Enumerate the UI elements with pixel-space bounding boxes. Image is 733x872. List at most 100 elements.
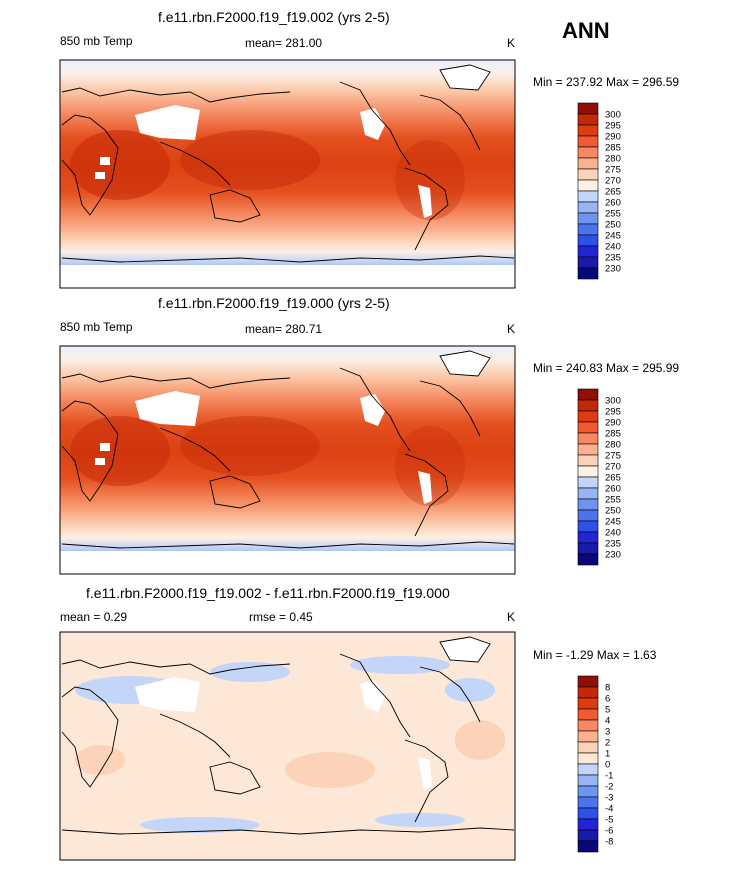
colorbar-1-tick-label: 240 <box>605 242 621 253</box>
map-panel-1 <box>60 60 515 288</box>
map-frame-1 <box>59 59 516 289</box>
colorbar-1-swatch <box>577 146 599 159</box>
colorbar-3-tick-label: 1 <box>605 749 610 760</box>
high-terrain-mask-andes-1 <box>418 185 432 218</box>
colorbar-1-swatch <box>577 256 599 269</box>
colorbar-1-swatch <box>577 234 599 247</box>
colorbar-1-tick-label: 280 <box>605 154 621 165</box>
high-terrain-mask-rockies-2 <box>360 394 385 426</box>
colorbar-2-tick-label: 275 <box>605 451 621 462</box>
colorbar-2-tick-label: 245 <box>605 517 621 528</box>
colorbar-3-tick-label: 2 <box>605 738 610 749</box>
colorbar-2-swatch <box>577 542 599 555</box>
colorbar-1-tick-label: 245 <box>605 231 621 242</box>
colorbar-1-tick-label: 230 <box>605 264 621 275</box>
colorbar-3-swatch <box>577 763 599 776</box>
colorbar-1-swatch <box>577 245 599 258</box>
coastlines-2 <box>61 350 515 549</box>
colorbar-2-tick-label: 290 <box>605 418 621 429</box>
colorbar-2-swatch <box>577 454 599 467</box>
greenland-mask-3 <box>440 637 490 662</box>
colorbar-1-swatch <box>577 113 599 126</box>
colorbar-3-tick-label: -8 <box>605 837 613 848</box>
colorbar-1-tick-label: 260 <box>605 198 621 209</box>
panel-1-title: f.e11.rbn.F2000.f19_f19.002 (yrs 2-5) <box>158 9 390 25</box>
colorbar-1-swatch <box>577 223 599 236</box>
colorbar-2-swatch <box>577 553 599 566</box>
colorbar-1-tick-label: 270 <box>605 176 621 187</box>
colorbar-1-swatch <box>577 157 599 170</box>
colorbar-2-tick-label: 300 <box>605 396 621 407</box>
panel-2-variable-label: 850 mb Temp <box>60 320 133 334</box>
colorbar-1-swatch <box>577 201 599 214</box>
colorbar-3-swatch <box>577 840 599 853</box>
colorbar-3-tick-label: -5 <box>605 815 613 826</box>
colorbar-1-tick-label: 290 <box>605 132 621 143</box>
colorbar-3-swatch <box>577 785 599 798</box>
colorbar-3-swatch <box>577 774 599 787</box>
high-terrain-mask-andes-3 <box>418 757 432 790</box>
colorbar-3-tick-label: 6 <box>605 694 610 705</box>
colorbar-2-tick-label: 270 <box>605 462 621 473</box>
colorbar-2-swatch <box>577 487 599 500</box>
colorbar-3-swatch <box>577 730 599 743</box>
map-frame-2 <box>59 345 516 575</box>
colorbar-1-swatch <box>577 168 599 181</box>
colorbar-2-swatch <box>577 388 599 401</box>
colorbar-2-swatch <box>577 509 599 522</box>
map-panel-2 <box>60 346 515 574</box>
colorbar-2-tick-label: 260 <box>605 484 621 495</box>
colorbar-2-tick-label: 285 <box>605 429 621 440</box>
high-terrain-mask-andes-2 <box>418 471 432 504</box>
colorbar-3-swatch <box>577 752 599 765</box>
season-label: ANN <box>562 18 610 43</box>
colorbar-1-swatch <box>577 124 599 137</box>
colorbar-1-swatch <box>577 102 599 115</box>
colorbar-2-swatch <box>577 443 599 456</box>
colorbar-3-tick-label: 3 <box>605 727 610 738</box>
colorbar-2-tick-label: 230 <box>605 550 621 561</box>
colorbar-2-swatch <box>577 410 599 423</box>
colorbar-2-swatch <box>577 432 599 445</box>
panel-2-minmax: Min = 240.83 Max = 295.99 <box>533 361 680 375</box>
panel-1-variable-label: 850 mb Temp <box>60 34 133 48</box>
panel-3-mean-label: mean = 0.29 <box>60 610 128 624</box>
colorbar-2-tick-label: 255 <box>605 495 621 506</box>
colorbar-3-tick-label: 5 <box>605 705 610 716</box>
map-frame-3 <box>59 631 516 861</box>
colorbar-3-swatch <box>577 697 599 710</box>
colorbar-2-swatch <box>577 399 599 412</box>
panel-2-units: K <box>507 322 516 336</box>
greenland-mask-2 <box>440 351 490 376</box>
colorbar-3-tick-label: -4 <box>605 804 613 815</box>
colorbar-3-swatch <box>577 686 599 699</box>
colorbar-1-tick-label: 300 <box>605 110 621 121</box>
colorbar-1-swatch <box>577 135 599 148</box>
colorbar-2-swatch <box>577 465 599 478</box>
colorbar-2-tick-label: 250 <box>605 506 621 517</box>
colorbar-1-tick-label: 265 <box>605 187 621 198</box>
panel-3-title: f.e11.rbn.F2000.f19_f19.002 - f.e11.rbn.… <box>86 585 450 601</box>
colorbar-3-swatch <box>577 675 599 688</box>
high-terrain-mask-rockies-1 <box>360 108 385 140</box>
colorbar-3-swatch <box>577 796 599 809</box>
panel-1-mean-label: mean= 281.00 <box>245 36 323 50</box>
panel-2-mean-label: mean= 280.71 <box>245 322 323 336</box>
colorbar-2-tick-label: 280 <box>605 440 621 451</box>
high-terrain-mask-tibet-2 <box>135 391 200 426</box>
high-terrain-mask-tibet-3 <box>135 677 200 712</box>
colorbar-1-tick-label: 235 <box>605 253 621 264</box>
high-terrain-mask-rockies-3 <box>360 680 385 712</box>
colorbar-2-swatch <box>577 498 599 511</box>
colorbar-3-tick-label: 4 <box>605 716 610 727</box>
colorbar-3-tick-label: 0 <box>605 760 610 771</box>
colorbar-1-swatch <box>577 179 599 192</box>
colorbar-3-tick-label: -3 <box>605 793 613 804</box>
panel-1-units: K <box>507 36 516 50</box>
colorbar-1-swatch <box>577 190 599 203</box>
colorbar-3-swatch <box>577 719 599 732</box>
panel-3-minmax: Min = -1.29 Max = 1.63 <box>533 648 657 662</box>
colorbar-3-swatch <box>577 829 599 842</box>
colorbar-2-tick-label: 235 <box>605 539 621 550</box>
